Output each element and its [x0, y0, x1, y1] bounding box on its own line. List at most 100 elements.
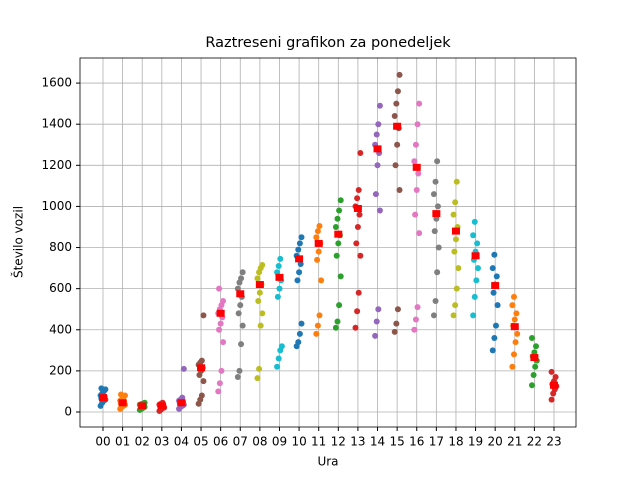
strip-point	[256, 365, 263, 372]
y-tick-label: 400	[49, 322, 72, 336]
strip-point	[471, 293, 478, 300]
mean-marker	[275, 273, 284, 281]
strip-point	[473, 277, 480, 284]
strip-point	[450, 312, 457, 319]
mean-marker	[393, 122, 402, 130]
strip-point	[274, 293, 281, 300]
strip-point	[391, 112, 398, 119]
strip-point	[451, 248, 458, 255]
x-tick-label: 15	[389, 435, 404, 449]
strip-point	[118, 391, 125, 398]
strip-point	[372, 332, 379, 339]
mean-marker	[236, 290, 245, 298]
strip-point	[238, 275, 245, 282]
x-tick-label: 18	[448, 435, 463, 449]
strip-point	[313, 330, 320, 337]
strip-point	[335, 240, 342, 247]
x-tick-label: 09	[272, 435, 287, 449]
strip-point	[412, 141, 419, 148]
strip-point	[509, 302, 516, 309]
strip-point	[336, 207, 343, 214]
strip-point	[275, 263, 282, 270]
strip-point	[434, 203, 441, 210]
strip-point	[354, 308, 361, 315]
strip-point	[315, 248, 322, 255]
x-tick-label: 23	[546, 435, 561, 449]
strip-point	[414, 304, 421, 311]
y-axis-label: Število vozil	[11, 206, 26, 278]
strip-point	[314, 228, 321, 235]
mean-marker	[491, 282, 500, 290]
strip-point	[548, 368, 555, 375]
strip-point	[376, 102, 383, 109]
mean-marker	[138, 402, 147, 410]
strip-point	[394, 306, 401, 313]
strip-point	[532, 363, 539, 370]
chart-title: Raztreseni grafikon za ponedeljek	[205, 35, 451, 51]
y-tick-label: 0	[64, 404, 72, 418]
mean-marker	[314, 239, 323, 247]
strip-point	[332, 324, 339, 331]
y-tick-label: 200	[49, 363, 72, 377]
strip-point	[393, 100, 400, 107]
strip-point	[239, 269, 246, 276]
x-tick-label: 05	[193, 435, 208, 449]
strip-point	[236, 367, 243, 374]
mean-marker	[157, 402, 166, 410]
strip-point	[528, 382, 535, 389]
strip-point	[98, 385, 105, 392]
y-tick-label: 1400	[41, 117, 72, 131]
strip-point	[531, 349, 538, 356]
strip-point	[198, 392, 205, 399]
strip-point	[216, 326, 223, 333]
strip-point	[375, 306, 382, 313]
strip-point	[413, 186, 420, 193]
strip-point	[411, 158, 418, 165]
strip-point	[277, 255, 284, 262]
mean-marker	[373, 145, 382, 153]
strip-point	[274, 363, 281, 370]
strip-point	[200, 312, 207, 319]
x-tick-label: 00	[95, 435, 110, 449]
strip-point	[391, 328, 398, 335]
mean-marker	[353, 204, 362, 212]
y-tick-label: 600	[49, 281, 72, 295]
x-tick-label: 07	[233, 435, 248, 449]
strip-point	[332, 223, 339, 230]
y-tick-label: 1600	[41, 76, 72, 90]
strip-point	[313, 234, 320, 241]
mean-marker	[471, 252, 480, 260]
strip-point	[180, 365, 187, 372]
strip-point	[298, 234, 305, 241]
mean-marker	[295, 255, 304, 263]
strip-point	[514, 330, 521, 337]
strip-point	[394, 88, 401, 95]
strip-point	[455, 265, 462, 272]
strip-point	[396, 71, 403, 78]
mean-marker	[510, 323, 519, 331]
strip-point	[491, 334, 498, 341]
strip-point	[392, 162, 399, 169]
x-tick-label: 06	[213, 435, 228, 449]
strip-point	[355, 289, 362, 296]
mean-marker	[550, 381, 558, 389]
strip-point	[259, 262, 266, 269]
strip-point	[513, 310, 520, 317]
mean-marker	[530, 354, 539, 362]
strip-point	[200, 378, 207, 385]
strip-point	[275, 355, 282, 362]
strip-point	[356, 211, 363, 218]
mean-marker	[432, 210, 441, 218]
strip-point	[489, 265, 496, 272]
strip-point	[318, 277, 325, 284]
strip-point	[373, 318, 380, 325]
x-tick-label: 14	[370, 435, 385, 449]
strip-point	[452, 302, 459, 309]
strip-point	[412, 316, 419, 323]
strip-point	[198, 357, 205, 364]
x-tick-label: 22	[527, 435, 542, 449]
strip-point	[411, 326, 418, 333]
x-tick-label: 02	[135, 435, 150, 449]
strip-point	[357, 252, 364, 259]
